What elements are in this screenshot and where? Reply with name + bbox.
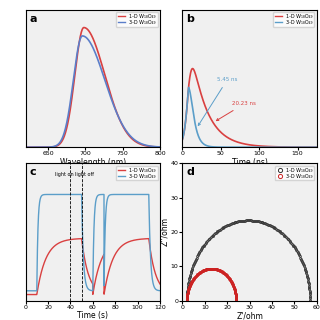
- X-axis label: Time (s): Time (s): [77, 311, 108, 320]
- Y-axis label: Z''/ohm: Z''/ohm: [160, 218, 169, 246]
- Text: c: c: [30, 167, 36, 177]
- Legend: 1-D W₁₈O₄₉, 3-D W₁₈O₄₉: 1-D W₁₈O₄₉, 3-D W₁₈O₄₉: [273, 12, 314, 27]
- Text: light on: light on: [55, 172, 74, 177]
- Text: d: d: [187, 167, 194, 177]
- Legend: 1-D W₁₈O₄₉, 3-D W₁₈O₄₉: 1-D W₁₈O₄₉, 3-D W₁₈O₄₉: [275, 166, 314, 180]
- X-axis label: Wavelength (nm): Wavelength (nm): [60, 158, 126, 167]
- Text: light off: light off: [76, 172, 94, 177]
- Legend: 1-D W₁₈O₄₉, 3-D W₁₈O₄₉: 1-D W₁₈O₄₉, 3-D W₁₈O₄₉: [116, 12, 157, 27]
- Text: 20.23 ns: 20.23 ns: [216, 101, 256, 121]
- Legend: 1-D W₁₈O₄₉, 3-D W₁₈O₄₉: 1-D W₁₈O₄₉, 3-D W₁₈O₄₉: [116, 166, 157, 180]
- X-axis label: Z'/ohm: Z'/ohm: [236, 311, 263, 320]
- Text: 5.45 ns: 5.45 ns: [198, 77, 237, 125]
- Text: b: b: [187, 14, 194, 24]
- Text: a: a: [30, 14, 37, 24]
- X-axis label: Time (ns): Time (ns): [232, 158, 268, 167]
